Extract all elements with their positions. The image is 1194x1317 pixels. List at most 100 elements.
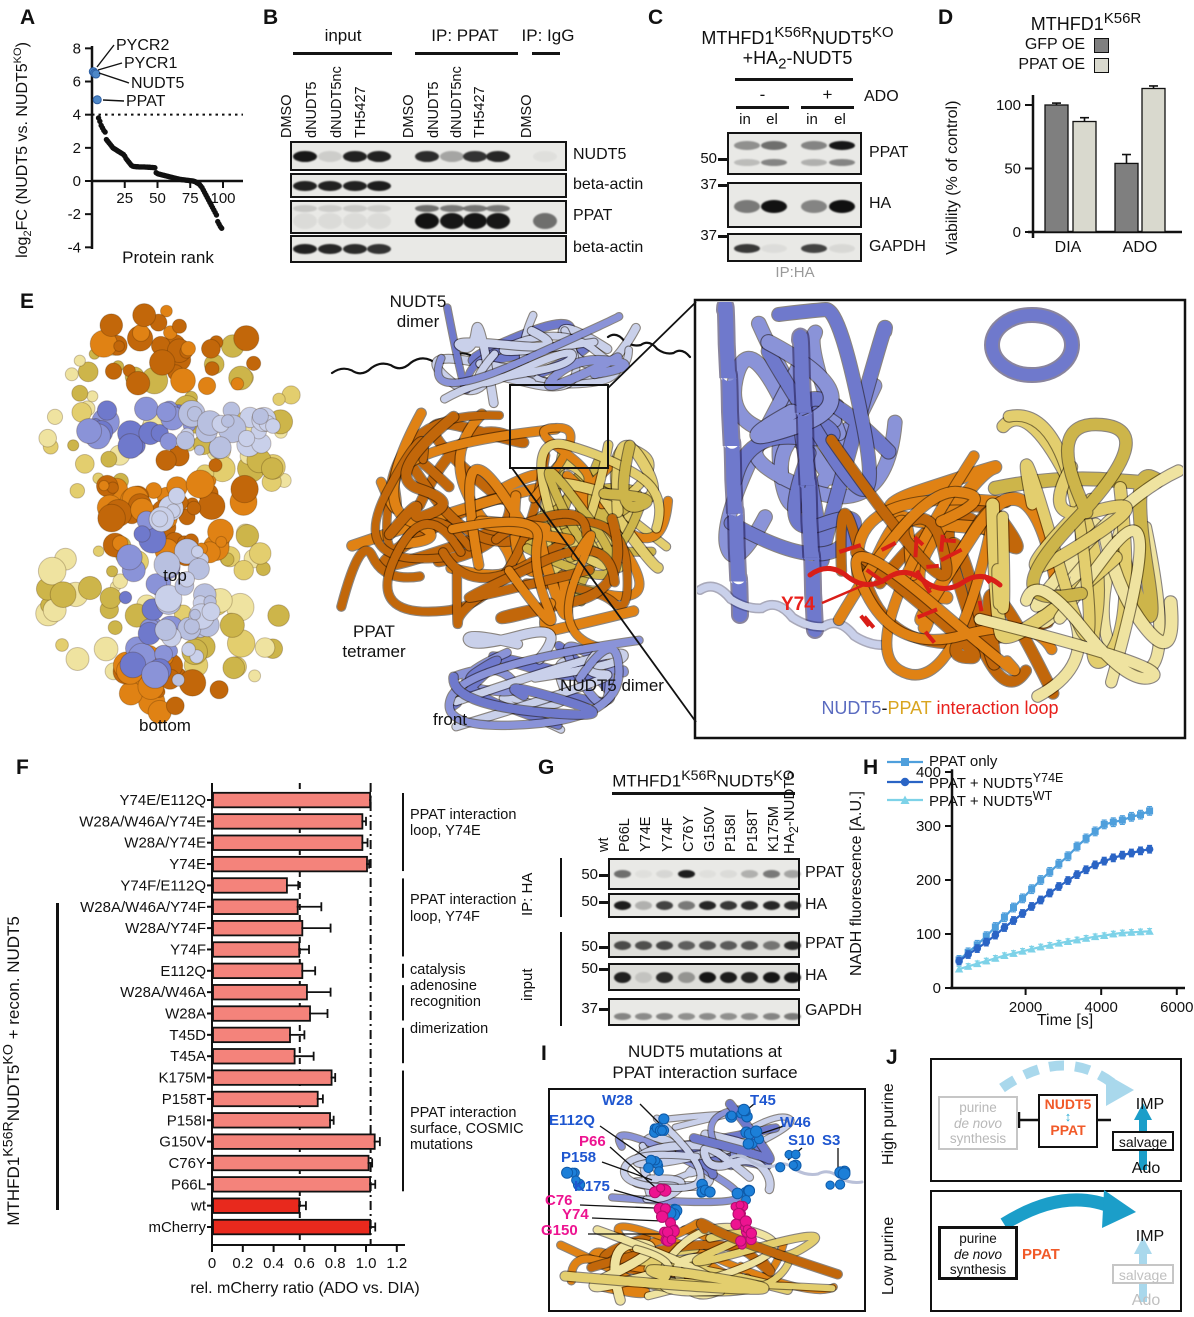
mcherry-ratio-chart: 0 0.2 0.4 0.6 0.8 1.0 1.2 Y74E/E112Q W28A/W46A/Y… [79, 783, 407, 1272]
protein-band [343, 244, 367, 254]
protein-band [740, 971, 758, 983]
gel-strip [290, 200, 567, 234]
protein-band [677, 901, 695, 910]
mw-dash [599, 901, 608, 904]
underline [801, 106, 854, 109]
protein-band [801, 244, 827, 253]
protein-band [634, 971, 652, 983]
svg-text:0.8: 0.8 [325, 1255, 346, 1272]
lane-label: dNUDT5 [426, 81, 442, 138]
mw-marker: 50 [700, 150, 717, 167]
section-label-ip-ha: IP: HA [519, 872, 536, 916]
zoom-caption-part: - [881, 698, 888, 718]
lane-label: G150V [702, 806, 718, 852]
svg-text:100: 100 [916, 926, 941, 943]
ip-ha-footer: IP:HA [775, 264, 815, 281]
lane-label: Y74E [638, 816, 654, 852]
lane-label: C76Y [681, 815, 697, 852]
panel-d-letter: D [938, 6, 954, 29]
svg-text:Protein rank: Protein rank [122, 248, 214, 267]
panel-b-letter: B [263, 6, 279, 29]
j-denovo-active-box: purine de novo synthesis [938, 1226, 1018, 1280]
j-denovo-inactive-box: purine de novo synthesis [938, 1096, 1018, 1150]
svg-text:Y74F: Y74F [170, 941, 206, 958]
svg-text:W28A/Y74F: W28A/Y74F [125, 920, 206, 937]
gel-strip [727, 182, 862, 228]
i-title-1: NUDT5 mutations at [628, 1042, 782, 1061]
panel-a-letter: A [20, 6, 36, 29]
j-ado-bottom: Ado [1131, 1292, 1161, 1309]
section-bracket [560, 932, 562, 1026]
panel-c-letter: C [648, 6, 664, 29]
svg-text:75: 75 [182, 190, 199, 207]
protein-band [734, 141, 760, 150]
svg-text:4000: 4000 [1085, 999, 1118, 1016]
protein-band [698, 901, 716, 910]
section-label-input: input [519, 968, 536, 1001]
j-denovo-line2: de novo [953, 1115, 1003, 1131]
j-low-purine-label: Low purine [880, 1216, 897, 1295]
j-imp-top: IMP [1135, 1096, 1165, 1113]
protein-band [829, 159, 855, 166]
zoom-caption-part: PPAT [887, 698, 932, 718]
panel-i-letter: I [541, 1042, 547, 1065]
protein-band [783, 940, 801, 950]
strip-label: beta-actin [573, 175, 644, 193]
j-ppat-bottom-label: PPAT [1022, 1246, 1060, 1263]
surface-bottom-view [35, 487, 290, 725]
svg-text:300: 300 [916, 818, 941, 835]
protein-band [762, 940, 780, 950]
protein-band [698, 971, 716, 983]
svg-text:P66L: P66L [171, 1176, 206, 1193]
j-ppat-label: PPAT [1050, 1122, 1086, 1139]
residue-label-K175: K175 [574, 1178, 610, 1195]
protein-band [318, 204, 342, 212]
protein-band [463, 150, 487, 162]
svg-text:log2FC (NUDT5 vs. NUDT5KO): log2FC (NUDT5 vs. NUDT5KO) [12, 42, 34, 258]
gel-strip [608, 858, 801, 890]
svg-text:50: 50 [1004, 161, 1021, 178]
h-xlabel: Time [s] [1036, 1012, 1094, 1029]
protein-band [734, 244, 760, 253]
svg-text:P158I: P158I [167, 1112, 206, 1129]
svg-text:PYCR2: PYCR2 [116, 37, 169, 54]
protein-band [719, 971, 737, 983]
protein-band [343, 180, 367, 191]
mw-dash [718, 158, 727, 161]
protein-band [761, 199, 787, 213]
h-series-PPAT only [955, 805, 1154, 965]
protein-band [677, 971, 695, 983]
panel-h-letter: H [863, 756, 879, 779]
lane-label: dNUDT5nc [329, 66, 345, 138]
h-legend-row: PPAT + NUDT5Y74E [885, 771, 1063, 792]
svg-text:Y74F/E112Q: Y74F/E112Q [120, 877, 206, 894]
svg-text:0: 0 [1013, 224, 1021, 241]
underline [735, 78, 853, 81]
svg-text:DIA: DIA [1055, 239, 1082, 256]
protein-band [734, 159, 760, 166]
protein-band [486, 204, 510, 212]
strip-label: PPAT [805, 935, 845, 952]
blot-c-subtitle: +HA2-NUDT5 [742, 48, 853, 73]
i-cartoon [556, 1098, 864, 1306]
j-high-purine-label: High purine [880, 1083, 897, 1165]
strip-label: PPAT [805, 864, 845, 881]
gel-strip [727, 132, 862, 175]
residue-label-S10: S10 [788, 1132, 815, 1149]
protein-band [634, 1012, 652, 1020]
protein-band [463, 213, 487, 229]
protein-band [343, 213, 367, 229]
protein-band [783, 1012, 801, 1020]
strip-label: beta-actin [573, 239, 644, 256]
protein-band [613, 870, 631, 878]
zoom-caption-part: interaction loop [931, 698, 1059, 718]
svg-text:0.6: 0.6 [294, 1255, 315, 1272]
f-bars: Y74E/E112Q W28A/W46A/Y74E W28A/Y74E Y74E Y74… [79, 791, 381, 1236]
panel-e-letter: E [20, 290, 35, 313]
i-structure-art [556, 1098, 864, 1306]
caption-top-view: top [163, 566, 187, 585]
svg-text:400: 400 [916, 764, 941, 781]
svg-text:T45A: T45A [170, 1048, 206, 1065]
mw-dash [599, 874, 608, 877]
mw-marker: 37 [700, 227, 717, 244]
